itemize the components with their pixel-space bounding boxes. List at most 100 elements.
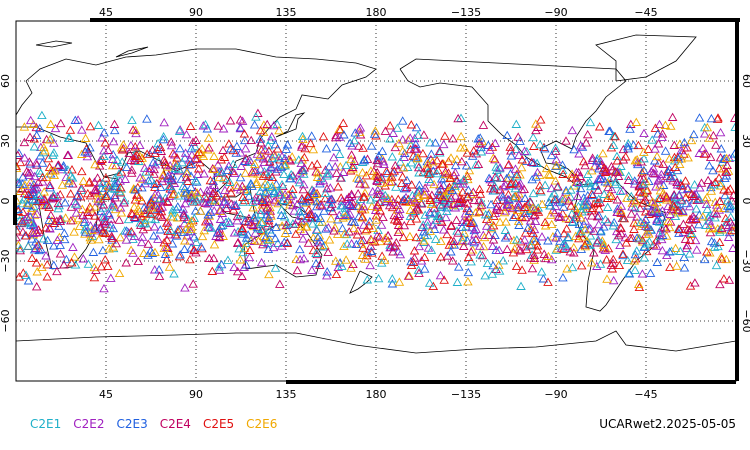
observation-marker <box>50 166 60 175</box>
observation-marker <box>480 270 490 280</box>
observation-marker <box>669 202 679 211</box>
observation-marker <box>406 157 417 167</box>
observation-marker <box>629 224 639 233</box>
observation-marker <box>721 254 732 264</box>
observation-marker <box>661 191 672 201</box>
observation-marker <box>245 245 255 254</box>
observation-marker <box>99 216 109 226</box>
observation-marker <box>446 221 457 231</box>
observation-marker <box>426 199 437 209</box>
observation-marker <box>532 158 542 167</box>
observation-marker <box>331 142 342 151</box>
observation-marker <box>498 255 508 265</box>
observation-marker <box>608 275 619 285</box>
observation-marker <box>379 159 389 169</box>
observation-marker <box>267 153 278 162</box>
observation-marker <box>433 165 443 174</box>
observation-marker <box>715 127 726 137</box>
observation-marker <box>70 199 81 208</box>
observation-marker <box>69 227 79 236</box>
observation-marker <box>608 140 619 150</box>
observation-marker <box>270 233 281 243</box>
observation-marker <box>327 199 337 208</box>
observation-marker <box>32 160 42 169</box>
observation-marker <box>424 169 434 178</box>
observation-marker <box>84 177 95 186</box>
observation-marker <box>153 210 164 220</box>
observation-marker <box>594 210 604 220</box>
observation-marker <box>578 193 589 202</box>
observation-marker <box>429 224 440 233</box>
observation-marker <box>232 266 243 276</box>
observation-marker <box>387 152 398 161</box>
observation-marker <box>661 223 671 233</box>
observation-marker <box>244 252 255 262</box>
observation-marker <box>413 159 423 169</box>
observation-marker <box>175 250 185 259</box>
observation-marker <box>637 167 647 177</box>
observation-marker <box>663 167 674 177</box>
observation-marker <box>128 125 138 134</box>
observation-marker <box>592 211 603 221</box>
observation-marker <box>174 126 185 135</box>
observation-marker <box>168 148 178 158</box>
observation-marker <box>388 247 398 256</box>
observation-marker <box>600 176 610 186</box>
left-tick-label: −30 <box>0 249 12 272</box>
observation-marker <box>546 150 557 160</box>
observation-marker <box>505 142 515 151</box>
top-tick-label: 135 <box>276 6 297 19</box>
observation-marker <box>623 171 634 180</box>
observation-marker <box>341 255 351 264</box>
observation-marker <box>641 246 652 256</box>
observation-marker <box>545 170 555 180</box>
observation-marker <box>618 185 628 195</box>
observation-marker <box>572 191 583 200</box>
observation-marker <box>271 179 282 188</box>
observation-marker <box>703 175 713 185</box>
observation-marker <box>359 154 370 164</box>
top-axis-bar <box>90 18 740 22</box>
observation-marker <box>357 212 368 221</box>
observation-marker <box>315 213 325 222</box>
observation-marker <box>408 257 419 266</box>
observation-marker <box>31 158 41 167</box>
observation-marker <box>130 125 141 135</box>
observation-marker <box>469 225 480 235</box>
observation-marker <box>527 263 538 273</box>
observation-marker <box>235 172 246 182</box>
observation-marker <box>107 183 117 192</box>
observation-marker <box>650 169 660 178</box>
observation-marker <box>509 244 520 253</box>
observation-marker <box>667 112 678 121</box>
observation-marker <box>223 255 233 264</box>
observation-marker <box>712 203 723 212</box>
observation-marker <box>19 153 30 162</box>
observation-marker <box>488 235 499 244</box>
observation-marker <box>399 152 409 161</box>
observation-marker <box>306 131 317 140</box>
observation-marker <box>262 202 272 212</box>
observation-marker <box>25 177 36 186</box>
observation-marker <box>274 125 284 135</box>
observation-marker <box>226 187 236 197</box>
observation-marker <box>535 185 545 195</box>
observation-marker <box>220 185 230 194</box>
observation-marker <box>708 130 719 140</box>
observation-marker <box>531 119 541 128</box>
observation-marker <box>237 271 247 280</box>
observation-marker <box>203 210 213 219</box>
observation-marker <box>665 209 675 218</box>
observation-marker <box>587 211 597 220</box>
observation-marker <box>296 158 306 168</box>
observation-marker <box>163 173 174 183</box>
observation-marker <box>586 189 597 198</box>
observation-marker <box>270 263 281 272</box>
observation-marker <box>390 142 401 152</box>
observation-marker <box>574 178 584 188</box>
observation-marker <box>290 219 301 228</box>
observation-marker <box>342 239 352 248</box>
observation-marker <box>720 190 730 200</box>
observation-marker <box>348 259 358 269</box>
observation-marker <box>510 164 521 173</box>
